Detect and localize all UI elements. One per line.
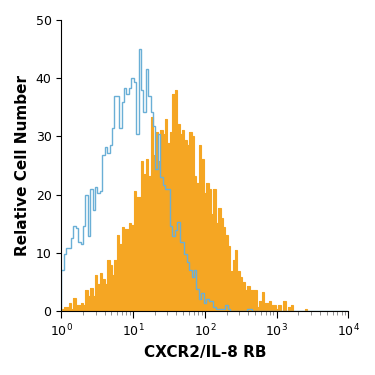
X-axis label: CXCR2/IL-8 RB: CXCR2/IL-8 RB — [144, 345, 266, 360]
Y-axis label: Relative Cell Number: Relative Cell Number — [15, 75, 30, 256]
